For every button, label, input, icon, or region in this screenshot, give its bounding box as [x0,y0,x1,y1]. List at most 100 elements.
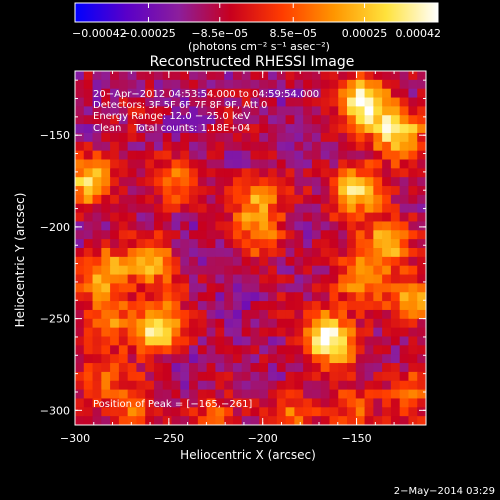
heatmap-cell [118,309,129,320]
heatmap-cell [364,79,374,90]
heatmap-cell [180,407,190,417]
heatmap-cell [75,186,85,196]
heatmap-cell [329,380,339,391]
heatmap-cell [373,407,383,417]
heatmap-cell [110,336,120,346]
heatmap-cell [338,248,348,258]
heatmap-cell [127,106,138,116]
heatmap-cell [408,159,418,169]
heatmap-cell [75,159,85,169]
heatmap-cell [373,256,383,267]
heatmap-cell [171,168,181,178]
heatmap-cell [171,159,181,169]
heatmap-cell [215,239,225,249]
heatmap-cell [136,230,146,240]
heatmap-cell [136,301,146,311]
heatmap-cell [338,141,348,152]
heatmap-cell [417,256,426,267]
heatmap-cell [294,345,304,355]
heatmap-cell [329,265,339,276]
heatmap-cell [127,345,138,355]
heatmap-cell [241,398,252,408]
heatmap-cell [162,327,173,338]
heatmap-cell [294,177,304,187]
heatmap-cell [206,124,217,134]
heatmap-cell [197,221,208,231]
heatmap-cell [110,283,120,293]
heatmap-cell [303,345,313,355]
heatmap-cell [118,132,129,143]
heatmap-cell [206,292,217,302]
heatmap-cell [390,398,401,408]
heatmap-cell [118,150,129,161]
heatmap-cell [153,212,164,223]
heatmap-cell [347,336,357,346]
heatmap-cell [347,265,357,276]
heatmap-cell [83,71,94,81]
heatmap-cell [373,380,383,391]
heatmap-cell [197,88,208,99]
colorbar-tick-label: 0.00042 [396,27,442,40]
heatmap-cell [127,212,138,223]
heatmap-cell [224,106,234,116]
heatmap-cell [241,141,252,152]
heatmap-cell [338,212,348,223]
heatmap-cell [338,168,348,178]
heatmap-cell [329,221,339,231]
plot-frame [74,70,427,426]
heatmap-cell [101,283,111,293]
heatmap-cell [189,371,199,382]
heatmap-cell [180,265,190,276]
heatmap-cell [215,132,225,143]
heatmap-cell [110,194,120,205]
heatmap-cell [250,186,260,196]
heatmap-cell [206,398,217,408]
heatmap-cell [320,407,331,417]
heatmap-cell [276,256,287,267]
heatmap-cell [417,124,426,134]
heatmap-cell [303,115,313,125]
heatmap-cell [276,97,287,107]
method-counts-text: Clean Total counts: 1.18E+04 [93,123,250,134]
heatmap-cell [311,256,322,267]
heatmap-cell [320,212,331,223]
heatmap-cell [303,265,313,276]
heatmap-cell [189,88,199,99]
heatmap-cell [276,71,287,81]
heatmap-cell [206,345,217,355]
heatmap-cell [355,274,366,284]
heatmap-cell [303,318,313,329]
heatmap-cell [347,309,357,320]
heatmap-cell [364,345,374,355]
heatmap-cell [189,380,199,391]
heatmap-cell [320,141,331,152]
heatmap-cell [259,88,269,99]
heatmap-cell [355,194,366,205]
heatmap-cell [399,256,410,267]
heatmap-cell [417,106,426,116]
heatmap-cell [408,283,418,293]
heatmap-cell [382,265,392,276]
heatmap-cell [153,389,164,400]
x-tick-label: −150 [341,432,371,445]
heatmap-cell [285,88,295,99]
heatmap-cell [276,177,287,187]
heatmap-cell [180,194,190,205]
heatmap-cell [224,79,234,90]
heatmap-cell [145,380,155,391]
heatmap-cell [75,327,85,338]
heatmap-cell [320,186,331,196]
heatmap-cell [399,380,410,391]
heatmap-cell [127,132,138,143]
heatmap-cell [320,115,331,125]
heatmap-cell [382,398,392,408]
heatmap-cell [311,88,322,99]
heatmap-cell [268,407,278,417]
heatmap-cell [390,327,401,338]
heatmap-cell [101,230,111,240]
heatmap-cell [259,309,269,320]
heatmap-cell [390,274,401,284]
heatmap-cell [250,194,260,205]
heatmap-cell [329,203,339,214]
heatmap-cell [153,292,164,302]
